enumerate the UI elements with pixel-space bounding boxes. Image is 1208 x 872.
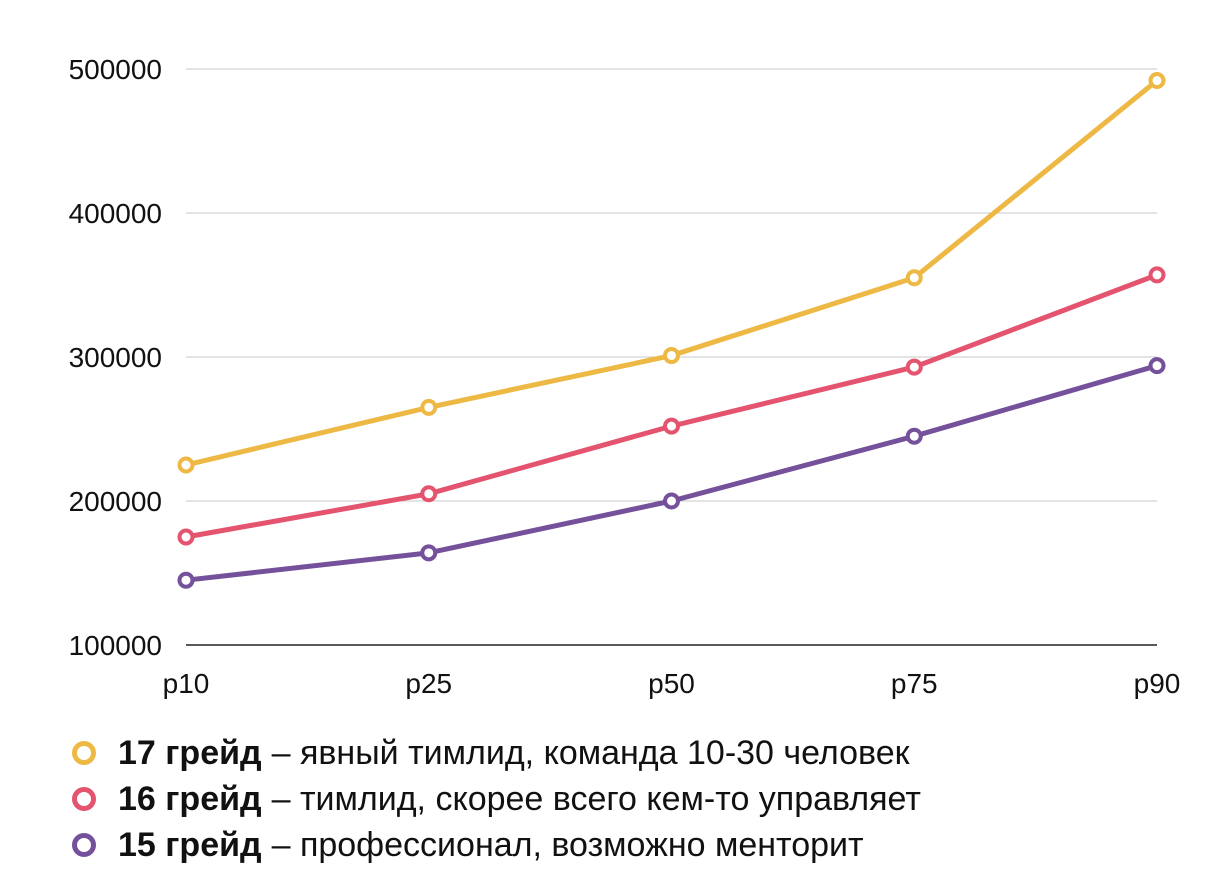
x-tick-label: p10 [163, 668, 210, 699]
legend-item-16-grade: 16 грейд – тимлид, скорее всего кем-то у… [72, 776, 1192, 822]
data-point [177, 528, 195, 546]
legend-label-15-grade-bold: 15 грейд [118, 826, 262, 864]
legend-label-16-grade-text: – тимлид, скорее всего кем-то управляет [271, 780, 921, 818]
data-point [905, 358, 923, 376]
x-tick-label: p50 [648, 668, 695, 699]
data-point [420, 544, 438, 562]
data-point [177, 571, 195, 589]
data-point [663, 417, 680, 435]
legend: 17 грейд – явный тимлид, команда 10-30 ч… [72, 730, 1192, 868]
x-tick-label: p90 [1134, 668, 1181, 699]
data-point [1148, 357, 1166, 375]
series-line-2 [183, 363, 1160, 583]
legend-label-17-grade-bold: 17 грейд [118, 734, 262, 772]
data-point [420, 398, 438, 416]
legend-marker-15-grade [72, 833, 96, 857]
legend-item-15-grade: 15 грейд – профессионал, возможно ментор… [72, 822, 1192, 868]
y-tick-label: 500000 [69, 54, 162, 85]
x-tick-label: p75 [891, 668, 938, 699]
data-point [663, 492, 680, 510]
x-tick-label: p25 [405, 668, 452, 699]
data-point [177, 456, 195, 474]
y-tick-label: 100000 [69, 630, 162, 661]
data-point [663, 347, 680, 365]
line-chart: 100000 200000 300000 400000 500000 p10 p25 p50 p… [69, 54, 1181, 699]
data-point [905, 269, 923, 287]
legend-marker-17-grade [72, 741, 96, 765]
data-point [905, 427, 923, 445]
data-point [420, 485, 438, 503]
data-point [1148, 266, 1166, 284]
legend-marker-16-grade [72, 787, 96, 811]
y-tick-label: 400000 [69, 198, 162, 229]
legend-item-17-grade: 17 грейд – явный тимлид, команда 10-30 ч… [72, 730, 1192, 776]
legend-label-15-grade-text: – профессионал, возможно менторит [271, 826, 864, 864]
legend-label-16-grade-bold: 16 грейд [118, 780, 262, 818]
y-tick-label: 200000 [69, 486, 162, 517]
y-tick-label: 300000 [69, 342, 162, 373]
legend-label-17-grade-text: – явный тимлид, команда 10-30 человек [271, 734, 910, 772]
data-point [1148, 72, 1166, 90]
